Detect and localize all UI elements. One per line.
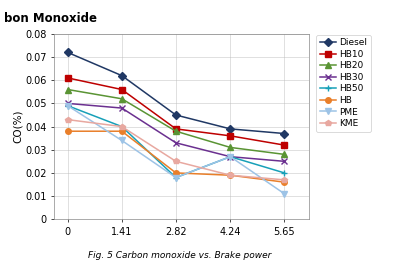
HB30 <box>119 106 124 110</box>
Line: HB10: HB10 <box>65 75 287 148</box>
HB10 <box>173 127 178 130</box>
HB30 <box>173 141 178 144</box>
HB <box>173 171 178 174</box>
Text: Fig. 5 Carbon monoxide vs. Brake power: Fig. 5 Carbon monoxide vs. Brake power <box>88 251 271 260</box>
Text: bon Monoxide: bon Monoxide <box>4 12 97 25</box>
HB <box>119 130 124 133</box>
Diesel <box>228 127 233 130</box>
PME <box>65 104 70 107</box>
HB10 <box>228 134 233 137</box>
Diesel <box>65 51 70 54</box>
HB20 <box>173 130 178 133</box>
HB <box>65 130 70 133</box>
HB20 <box>119 97 124 100</box>
Line: HB: HB <box>65 128 287 185</box>
KME <box>228 174 233 177</box>
HB30 <box>65 102 70 105</box>
HB10 <box>119 88 124 91</box>
PME <box>282 192 287 195</box>
Line: PME: PME <box>65 103 287 197</box>
KME <box>119 125 124 128</box>
HB50 <box>228 155 233 158</box>
Line: HB30: HB30 <box>64 100 288 165</box>
KME <box>65 118 70 121</box>
Line: Diesel: Diesel <box>65 50 287 136</box>
HB20 <box>228 146 233 149</box>
Diesel <box>119 74 124 77</box>
HB <box>282 181 287 184</box>
Diesel <box>282 132 287 135</box>
Line: KME: KME <box>65 117 287 183</box>
HB20 <box>65 88 70 91</box>
Line: HB20: HB20 <box>65 87 287 157</box>
HB10 <box>282 144 287 147</box>
HB20 <box>282 153 287 156</box>
KME <box>282 178 287 181</box>
PME <box>119 139 124 142</box>
HB50 <box>119 125 124 128</box>
HB50 <box>173 176 178 179</box>
HB50 <box>282 171 287 174</box>
KME <box>173 160 178 163</box>
Diesel <box>173 114 178 117</box>
HB30 <box>282 160 287 163</box>
HB30 <box>228 155 233 158</box>
PME <box>173 176 178 179</box>
HB10 <box>65 76 70 80</box>
PME <box>228 155 233 158</box>
HB50 <box>65 104 70 107</box>
Y-axis label: CO(%): CO(%) <box>13 110 23 143</box>
Legend: Diesel, HB10, HB20, HB30, HB50, HB, PME, KME: Diesel, HB10, HB20, HB30, HB50, HB, PME,… <box>316 35 371 132</box>
HB <box>228 174 233 177</box>
Line: HB50: HB50 <box>64 102 288 181</box>
